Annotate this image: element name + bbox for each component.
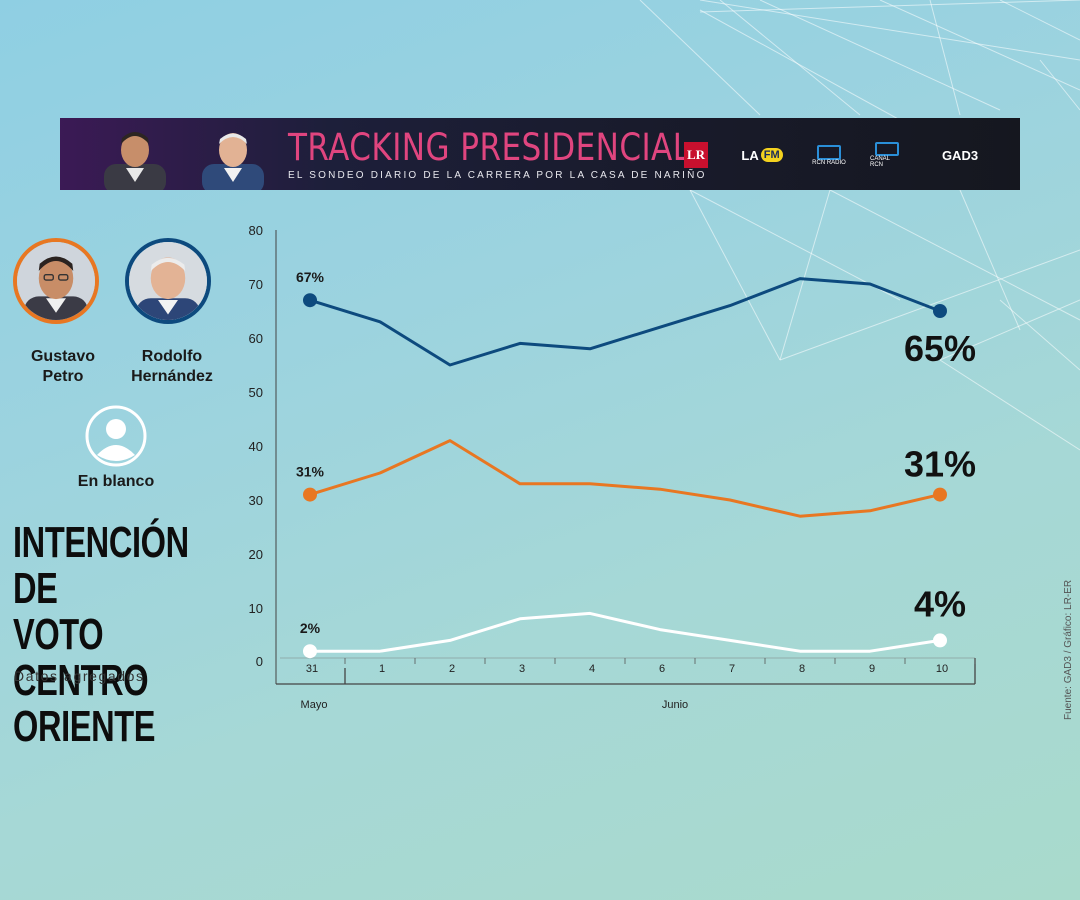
x-tick-label: 7 (729, 663, 735, 675)
month-label-mayo: Mayo (301, 699, 328, 711)
y-tick-label: 80 (249, 223, 263, 238)
y-tick-label: 0 (256, 654, 263, 669)
series-line-0 (309, 277, 941, 367)
y-tick-label: 60 (249, 331, 263, 346)
banner-title: TRACKING PRESIDENCIAL (288, 126, 691, 169)
x-tick-label: 4 (589, 663, 595, 675)
chart-title: INTENCIÓN DE VOTO CENTRO ORIENTE (13, 518, 189, 751)
petro-banner-photo (104, 132, 166, 190)
rcn-radio-logo: RCN RADIO (812, 142, 846, 168)
series-start-point-2 (303, 644, 317, 659)
petro-avatar (13, 238, 99, 324)
series-start-point-1 (303, 487, 317, 502)
x-tick-label: 2 (449, 663, 455, 675)
header-banner: TRACKING PRESIDENCIAL EL SONDEO DIARIO D… (60, 118, 1020, 190)
y-tick-label: 70 (249, 277, 263, 292)
y-tick-label: 50 (249, 385, 263, 400)
lafm-logo: LA FM (738, 142, 786, 168)
x-tick-label: 6 (659, 663, 665, 675)
series-end-label-0: 65% (904, 328, 976, 369)
lr-logo: LR (684, 142, 708, 168)
series-start-label-0: 67% (296, 269, 325, 285)
canal-rcn-logo: CANAL RCN (870, 142, 904, 168)
x-tick-label: 3 (519, 663, 525, 675)
y-tick-label: 20 (249, 547, 263, 562)
hernandez-name: Rodolfo Hernández (131, 348, 213, 385)
blank-vote-label: En blanco (77, 473, 155, 490)
x-tick-label: 10 (936, 663, 948, 675)
chart-subtitle: Datos agregados (14, 668, 145, 684)
series-line-1 (309, 439, 941, 518)
petro-name: Gustavo Petro (30, 348, 95, 385)
series-end-label-2: 4% (914, 583, 966, 624)
y-tick-label: 10 (249, 601, 263, 616)
blank-vote-user-icon (85, 405, 147, 467)
series-start-point-0 (303, 293, 317, 308)
hernandez-banner-photo (202, 133, 264, 190)
hernandez-avatar (125, 238, 211, 324)
gad3-logo: GAD3 (941, 147, 979, 163)
series-start-label-2: 2% (300, 620, 321, 636)
month-label-junio: Junio (662, 699, 688, 711)
series-start-label-1: 31% (296, 464, 325, 480)
series-end-point-2 (933, 633, 947, 648)
series-line-2 (310, 611, 941, 653)
series-end-label-1: 31% (904, 444, 976, 485)
series-end-point-1 (933, 487, 947, 502)
series-end-point-0 (933, 304, 947, 318)
banner-subtitle: EL SONDEO DIARIO DE LA CARRERA POR LA CA… (288, 170, 707, 181)
x-tick-label: 9 (869, 663, 875, 675)
x-tick-label: 8 (799, 663, 805, 675)
x-tick-label: 1 (379, 663, 385, 675)
y-tick-label: 30 (249, 493, 263, 508)
y-tick-label: 40 (249, 439, 263, 454)
x-tick-label: 31 (306, 663, 318, 675)
